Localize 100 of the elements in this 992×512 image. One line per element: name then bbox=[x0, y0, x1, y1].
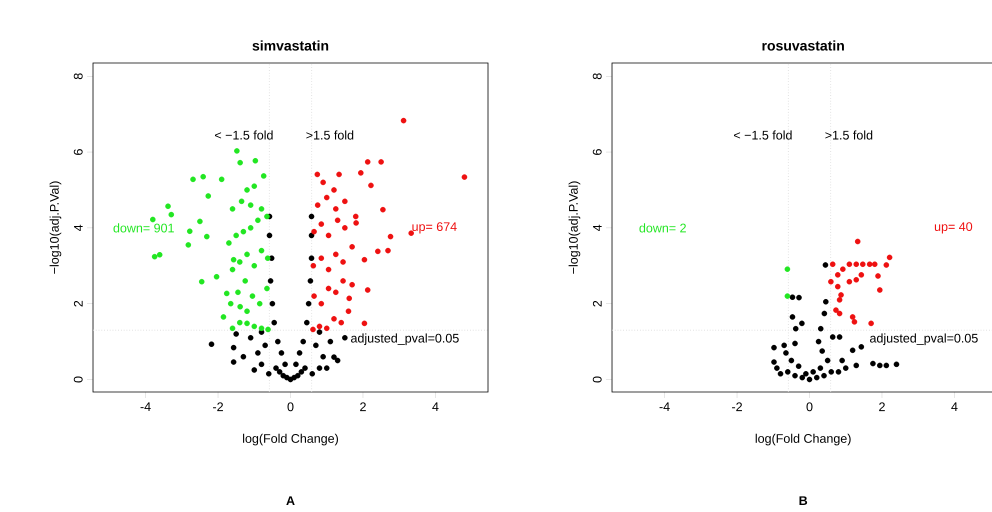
point bbox=[853, 362, 860, 368]
point bbox=[298, 369, 304, 375]
y-tick-label: 6 bbox=[74, 149, 83, 155]
point bbox=[302, 365, 308, 371]
point bbox=[264, 214, 270, 220]
point bbox=[320, 354, 326, 360]
point bbox=[268, 278, 274, 284]
point bbox=[858, 272, 864, 278]
point bbox=[362, 256, 368, 263]
y-tick-label: 2 bbox=[592, 300, 602, 307]
y-tick-label: 0 bbox=[592, 376, 602, 382]
point bbox=[293, 362, 299, 368]
point bbox=[310, 326, 316, 332]
point bbox=[333, 206, 339, 212]
point bbox=[244, 187, 250, 193]
point bbox=[282, 362, 288, 368]
point bbox=[836, 297, 842, 303]
point bbox=[251, 367, 258, 373]
point bbox=[205, 193, 212, 199]
x-tick-label: -2 bbox=[732, 402, 742, 412]
y-tick-label: 0 bbox=[74, 376, 83, 382]
point bbox=[308, 232, 314, 238]
point bbox=[271, 320, 277, 326]
point bbox=[816, 338, 822, 344]
point bbox=[868, 320, 874, 326]
y-axis-title: −log10(adj.P.Val) bbox=[50, 181, 62, 274]
point bbox=[310, 262, 316, 269]
point bbox=[309, 370, 316, 377]
point bbox=[308, 214, 314, 220]
point bbox=[790, 314, 796, 320]
point bbox=[326, 266, 332, 272]
x-tick-label: 4 bbox=[432, 402, 439, 411]
point bbox=[248, 202, 254, 208]
point bbox=[308, 255, 314, 261]
point bbox=[850, 347, 856, 354]
point bbox=[197, 218, 203, 224]
point bbox=[255, 350, 261, 356]
point bbox=[324, 326, 330, 332]
point bbox=[334, 217, 340, 224]
point bbox=[790, 294, 796, 300]
point bbox=[236, 320, 243, 326]
chart-title: simvastatin bbox=[252, 40, 328, 51]
point bbox=[342, 225, 348, 231]
point bbox=[823, 298, 829, 305]
point bbox=[836, 369, 842, 375]
point bbox=[818, 326, 824, 332]
point bbox=[342, 334, 348, 341]
point bbox=[230, 359, 236, 365]
point bbox=[852, 319, 858, 325]
point bbox=[311, 293, 317, 299]
point bbox=[814, 374, 820, 380]
point bbox=[280, 372, 286, 378]
point bbox=[240, 354, 246, 360]
point bbox=[314, 172, 320, 178]
point bbox=[792, 372, 798, 378]
point bbox=[165, 203, 171, 210]
point bbox=[316, 324, 322, 330]
x-tick-label: 2 bbox=[879, 402, 885, 412]
point bbox=[296, 350, 302, 356]
point bbox=[230, 266, 236, 272]
point bbox=[276, 369, 282, 375]
y-tick-label: 8 bbox=[592, 73, 602, 80]
point bbox=[318, 300, 324, 306]
point bbox=[853, 276, 860, 283]
point bbox=[799, 374, 806, 380]
x-tick-label: 0 bbox=[806, 402, 812, 412]
point bbox=[784, 293, 790, 299]
point bbox=[838, 292, 844, 298]
point bbox=[796, 363, 802, 370]
point bbox=[828, 369, 834, 375]
x-axis-title: log(Fold Change) bbox=[243, 434, 338, 446]
point bbox=[860, 261, 866, 268]
point bbox=[266, 370, 272, 377]
point bbox=[278, 350, 284, 356]
point bbox=[358, 170, 364, 176]
point bbox=[236, 259, 243, 265]
y-tick-label: 4 bbox=[593, 224, 602, 232]
point bbox=[846, 278, 852, 284]
point bbox=[324, 365, 330, 371]
point bbox=[304, 320, 310, 326]
point bbox=[230, 206, 236, 212]
point bbox=[834, 272, 841, 278]
point bbox=[886, 254, 892, 260]
point bbox=[328, 338, 334, 344]
point bbox=[818, 365, 824, 371]
point bbox=[894, 362, 900, 368]
point bbox=[242, 278, 248, 284]
point bbox=[783, 350, 789, 356]
point bbox=[870, 360, 876, 366]
point bbox=[866, 261, 872, 268]
point bbox=[208, 341, 214, 348]
point bbox=[792, 340, 798, 346]
point bbox=[336, 172, 342, 178]
point bbox=[226, 240, 232, 246]
point bbox=[234, 148, 240, 154]
point bbox=[300, 338, 306, 344]
point bbox=[316, 365, 322, 371]
x-tick-label: -4 bbox=[660, 402, 670, 411]
point bbox=[830, 334, 836, 340]
point bbox=[233, 331, 239, 337]
